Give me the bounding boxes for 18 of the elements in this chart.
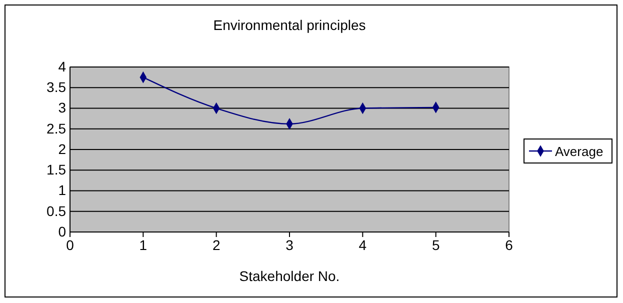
x-tick-label: 1 bbox=[139, 236, 148, 253]
y-tick-label: 0.5 bbox=[46, 202, 66, 219]
x-tick-label: 4 bbox=[358, 236, 367, 253]
y-tick-label: 2 bbox=[58, 140, 66, 157]
y-tick-label: 0 bbox=[58, 223, 66, 240]
y-tick-label: 1.5 bbox=[46, 162, 66, 178]
x-tick-label: 6 bbox=[505, 236, 514, 253]
legend-label: Average bbox=[555, 144, 604, 159]
x-axis-title: Stakeholder No. bbox=[239, 268, 340, 284]
chart-title: Environmental principles bbox=[213, 17, 366, 33]
x-tick-label: 5 bbox=[432, 236, 440, 253]
x-tick-label: 3 bbox=[286, 236, 294, 253]
x-tick-label: 2 bbox=[212, 236, 220, 253]
y-tick-label: 3.5 bbox=[46, 79, 66, 96]
y-tick-label: 2.5 bbox=[46, 120, 66, 136]
y-tick-label: 3 bbox=[58, 100, 66, 116]
y-tick-label: 1 bbox=[58, 182, 66, 198]
y-tick-label: 4 bbox=[58, 58, 66, 74]
